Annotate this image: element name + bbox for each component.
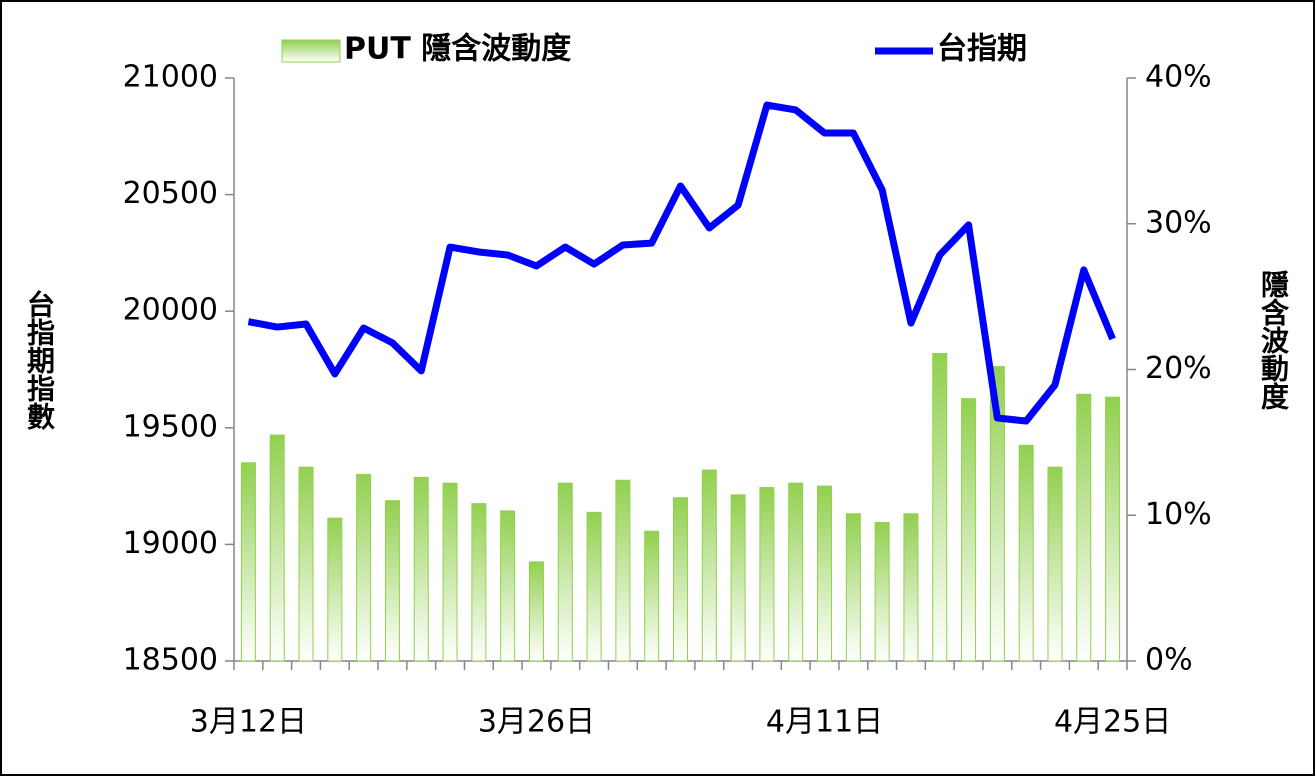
legend-label: 台指期: [937, 32, 1027, 67]
legend-swatch: [281, 39, 341, 63]
bar: [673, 497, 688, 662]
y2-tick-label: 0%: [1145, 643, 1193, 678]
x-tick-label: 3月26日: [478, 705, 595, 740]
y2-axis-label: 隱含波動度: [1257, 270, 1290, 411]
bar: [442, 482, 458, 662]
bar: [903, 513, 919, 662]
bar: [759, 487, 775, 662]
bar: [701, 469, 717, 662]
bar: [989, 366, 1005, 662]
bar: [788, 482, 804, 662]
bar: [1018, 444, 1034, 662]
x-tick-label: 4月11日: [766, 705, 883, 740]
bar: [413, 476, 429, 662]
y-tick-label: 20000: [123, 293, 218, 328]
bar: [932, 352, 948, 662]
bar: [528, 561, 544, 662]
bar: [817, 485, 833, 662]
bar: [298, 466, 314, 662]
bar: [874, 522, 890, 662]
y2-tick-label: 30%: [1145, 205, 1212, 240]
y2-tick-label: 40%: [1145, 60, 1212, 95]
y2-tick-label: 10%: [1145, 497, 1212, 532]
x-tick-label: 3月12日: [190, 705, 307, 740]
bar: [730, 494, 746, 662]
bar: [471, 503, 487, 662]
bar: [557, 482, 573, 662]
y-tick-label: 19000: [123, 526, 218, 561]
legend-label: PUT 隱含波動度: [344, 32, 571, 67]
bar: [961, 398, 977, 662]
bar: [586, 511, 602, 662]
line: [247, 101, 1116, 425]
y-tick-label: 19500: [123, 409, 218, 444]
bar: [644, 530, 660, 662]
bar: [1076, 393, 1092, 662]
bar: [269, 434, 285, 662]
bar: [356, 473, 372, 662]
y2-tick-label: 20%: [1145, 351, 1212, 386]
bar: [1047, 466, 1063, 662]
bar: [500, 510, 516, 662]
y-tick-label: 20500: [123, 176, 218, 211]
x-tick-label: 4月25日: [1054, 705, 1171, 740]
bar: [615, 479, 631, 662]
bar: [384, 500, 400, 662]
bar: [240, 462, 256, 662]
y-tick-label: 18500: [123, 643, 218, 678]
bar: [327, 517, 343, 662]
bar: [845, 513, 861, 662]
y-axis-label: 台指期指數: [23, 289, 56, 431]
bar: [1105, 396, 1121, 662]
y-tick-label: 21000: [123, 60, 218, 95]
